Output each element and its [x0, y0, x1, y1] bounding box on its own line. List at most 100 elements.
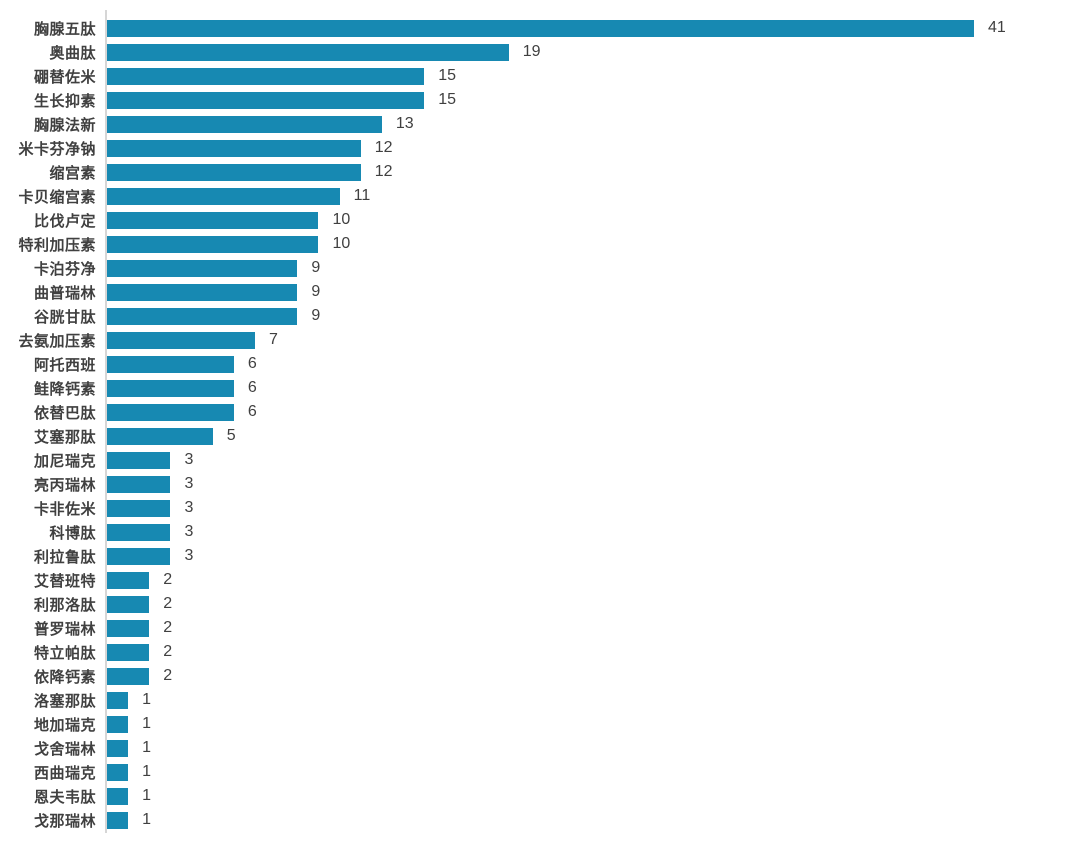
bar-row: 艾塞那肽 5 — [0, 424, 1006, 448]
category-label: 普罗瑞林 — [33, 620, 96, 638]
category-label: 比伐卢定 — [33, 212, 96, 230]
bar — [107, 427, 213, 445]
category-label: 卡贝缩宫素 — [18, 188, 96, 206]
value-label: 2 — [163, 595, 173, 612]
bar — [107, 259, 298, 277]
bar — [107, 211, 319, 229]
category-label: 卡泊芬净 — [33, 260, 96, 278]
value-label: 1 — [142, 715, 152, 732]
bar-row: 缩宫素 12 — [0, 160, 1006, 184]
value-label: 3 — [184, 451, 194, 468]
bar — [107, 235, 319, 253]
bar — [107, 355, 234, 373]
bar-row: 戈那瑞林 1 — [0, 808, 1006, 832]
bar — [107, 475, 171, 493]
bar-row: 亮丙瑞林 3 — [0, 472, 1006, 496]
value-label: 15 — [438, 67, 456, 84]
bar — [107, 115, 382, 133]
bar-row: 硼替佐米 15 — [0, 64, 1006, 88]
category-label: 奥曲肽 — [49, 44, 96, 62]
bar — [107, 379, 234, 397]
bar — [107, 811, 129, 829]
category-label: 亮丙瑞林 — [33, 476, 96, 494]
category-label: 艾替班特 — [33, 572, 96, 590]
category-label: 胸腺五肽 — [33, 20, 96, 38]
category-label: 硼替佐米 — [33, 68, 96, 86]
value-label: 1 — [142, 763, 152, 780]
bar-row: 特利加压素 10 — [0, 232, 1006, 256]
bar-row: 胸腺法新 13 — [0, 112, 1006, 136]
bar — [107, 547, 171, 565]
bar-row: 艾替班特 2 — [0, 568, 1006, 592]
bar — [107, 43, 509, 61]
bar-row: 依替巴肽 6 — [0, 400, 1006, 424]
bar — [107, 307, 298, 325]
category-label: 地加瑞克 — [33, 716, 96, 734]
value-label: 10 — [332, 235, 351, 252]
category-label: 曲普瑞林 — [33, 284, 96, 302]
value-label: 3 — [184, 475, 194, 492]
category-label: 谷胱甘肽 — [33, 308, 96, 326]
bar — [107, 619, 150, 637]
bar — [107, 595, 150, 613]
value-label: 11 — [353, 187, 371, 204]
bar-row: 利那洛肽 2 — [0, 592, 1006, 616]
value-label: 9 — [311, 259, 321, 276]
bar-row: 胸腺五肽 41 — [0, 16, 1006, 40]
category-label: 特立帕肽 — [33, 644, 96, 662]
bar-row: 普罗瑞林 2 — [0, 616, 1006, 640]
bar-row: 卡泊芬净 9 — [0, 256, 1006, 280]
category-label: 洛塞那肽 — [33, 692, 96, 710]
bar-row: 鲑降钙素 6 — [0, 376, 1006, 400]
y-axis-line — [105, 10, 107, 833]
category-label: 阿托西班 — [33, 356, 96, 374]
value-label: 9 — [311, 307, 321, 324]
value-label: 7 — [269, 331, 278, 348]
plot-area: 胸腺五肽 41 奥曲肽 19 硼替佐米 15 生长抑素 15 胸腺法新 13 米… — [0, 16, 1006, 832]
bar-row: 比伐卢定 10 — [0, 208, 1006, 232]
category-label: 依降钙素 — [33, 668, 96, 686]
bar — [107, 19, 974, 37]
value-label: 3 — [184, 499, 194, 516]
value-label: 1 — [142, 739, 152, 756]
bar-row: 特立帕肽 2 — [0, 640, 1006, 664]
bar — [107, 667, 150, 685]
bar — [107, 763, 129, 781]
bar — [107, 331, 256, 349]
bar — [107, 499, 171, 517]
bar-row: 戈舍瑞林 1 — [0, 736, 1006, 760]
category-label: 缩宫素 — [49, 164, 96, 182]
bar — [107, 163, 361, 181]
value-label: 5 — [226, 427, 236, 444]
value-label: 9 — [311, 283, 321, 300]
bar — [107, 739, 129, 757]
category-label: 特利加压素 — [18, 236, 96, 254]
category-label: 依替巴肽 — [33, 404, 96, 422]
value-label: 2 — [163, 667, 173, 684]
bar — [107, 787, 129, 805]
bar — [107, 691, 129, 709]
category-label: 恩夫韦肽 — [33, 788, 96, 806]
value-label: 1 — [142, 811, 152, 828]
bar — [107, 91, 425, 109]
value-label: 6 — [247, 403, 257, 420]
category-label: 米卡芬净钠 — [18, 140, 96, 158]
category-label: 胸腺法新 — [33, 116, 96, 134]
bar — [107, 403, 234, 421]
bar — [107, 715, 129, 733]
bar-row: 地加瑞克 1 — [0, 712, 1006, 736]
value-label: 15 — [438, 91, 456, 108]
bar-row: 奥曲肽 19 — [0, 40, 1006, 64]
value-label: 3 — [184, 547, 194, 564]
category-label: 生长抑素 — [33, 92, 96, 110]
category-label: 卡非佐米 — [33, 500, 96, 518]
category-label: 鲑降钙素 — [33, 380, 96, 398]
value-label: 6 — [247, 355, 257, 372]
bar — [107, 67, 425, 85]
category-label: 西曲瑞克 — [33, 764, 96, 782]
value-label: 1 — [142, 691, 152, 708]
value-label: 3 — [184, 523, 194, 540]
category-label: 利那洛肽 — [33, 596, 96, 614]
bar-row: 阿托西班 6 — [0, 352, 1006, 376]
